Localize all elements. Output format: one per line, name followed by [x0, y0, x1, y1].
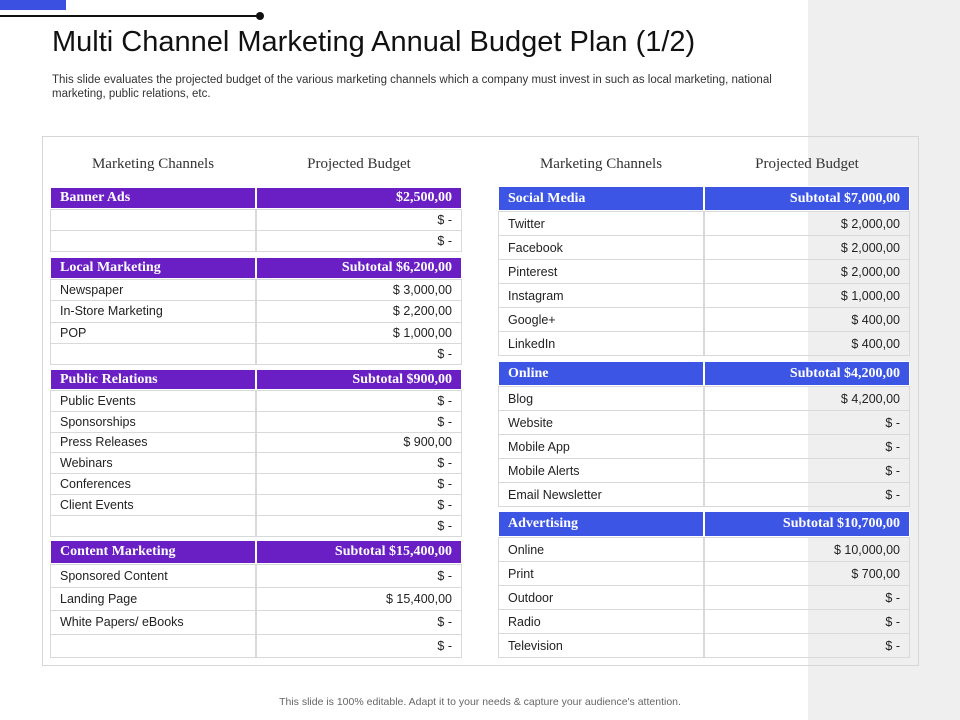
budget-cell: $ - — [256, 410, 462, 433]
budget-cell: $ - — [256, 494, 462, 516]
budget-cell: $ - — [256, 473, 462, 495]
channel-cell: Mobile Alerts — [498, 458, 704, 483]
channel-cell: Conferences — [50, 473, 256, 495]
channel-cell: Newspaper — [50, 279, 256, 302]
section-header: Banner Ads — [50, 187, 256, 209]
title: Multi Channel Marketing Annual Budget Pl… — [52, 26, 696, 58]
budget-cell: $ 700,00 — [704, 561, 910, 586]
budget-cell: $ - — [256, 209, 462, 231]
budget-cell: $ - — [256, 633, 462, 658]
channel-cell: Blog — [498, 386, 704, 411]
budget-cell: $ - — [256, 230, 462, 252]
section-header: Local Marketing — [50, 257, 256, 279]
channel-cell: Facebook — [498, 235, 704, 260]
channel-cell: Website — [498, 410, 704, 435]
channel-cell: Sponsored Content — [50, 564, 256, 589]
section-header: Subtotal $6,200,00 — [256, 257, 462, 279]
section-header: Social Media — [498, 186, 704, 211]
section-header: Subtotal $4,200,00 — [704, 361, 910, 386]
channel-cell: Radio — [498, 609, 704, 634]
budget-cell: $ - — [704, 633, 910, 658]
budget-cell: $ - — [704, 482, 910, 507]
section-header: Advertising — [498, 511, 704, 537]
column-header: Marketing Channels — [91, 156, 215, 172]
section-header: Public Relations — [50, 369, 256, 390]
column-header: Marketing Channels — [539, 156, 663, 172]
accent-line — [0, 15, 258, 17]
section-header: Content Marketing — [50, 540, 256, 564]
budget-cell: $ 2,000,00 — [704, 211, 910, 236]
channel-cell — [50, 209, 256, 231]
footer: This slide is 100% editable. Adapt it to… — [279, 696, 681, 708]
budget-cell: $ 2,000,00 — [704, 235, 910, 260]
budget-cell: $ - — [704, 434, 910, 459]
channel-cell: Press Releases — [50, 431, 256, 454]
budget-cell: $ 15,400,00 — [256, 587, 462, 612]
budget-cell: $ 400,00 — [704, 331, 910, 356]
section-header: $2,500,00 — [256, 187, 462, 209]
budget-cell: $ 2,200,00 — [256, 300, 462, 323]
budget-cell: $ 3,000,00 — [256, 279, 462, 302]
channel-cell: Email Newsletter — [498, 482, 704, 507]
column-header: Projected Budget — [755, 156, 859, 172]
channel-cell: Online — [498, 537, 704, 562]
accent-dot — [256, 12, 264, 20]
channel-cell: Public Events — [50, 390, 256, 412]
channel-cell: Landing Page — [50, 587, 256, 612]
budget-cell: $ 400,00 — [704, 307, 910, 332]
channel-cell: White Papers/ eBooks — [50, 610, 256, 635]
budget-cell: $ - — [704, 410, 910, 435]
budget-cell: $ 2,000,00 — [704, 259, 910, 284]
channel-cell: LinkedIn — [498, 331, 704, 356]
channel-cell — [50, 230, 256, 252]
section-header: Subtotal $15,400,00 — [256, 540, 462, 564]
side-band — [808, 0, 960, 720]
channel-cell: Webinars — [50, 452, 256, 475]
panel — [42, 136, 919, 666]
budget-cell: $ 1,000,00 — [256, 321, 462, 344]
budget-cell: $ - — [256, 452, 462, 475]
budget-cell: $ - — [256, 610, 462, 635]
column-header: Projected Budget — [307, 156, 411, 172]
budget-cell: $ 1,000,00 — [704, 283, 910, 308]
channel-cell — [50, 342, 256, 366]
channel-cell: Print — [498, 561, 704, 586]
channel-cell: Instagram — [498, 283, 704, 308]
channel-cell — [50, 633, 256, 658]
channel-cell: POP — [50, 321, 256, 344]
budget-cell: $ - — [704, 458, 910, 483]
channel-cell: Television — [498, 633, 704, 658]
channel-cell: Client Events — [50, 494, 256, 516]
channel-cell: Twitter — [498, 211, 704, 236]
channel-cell: Mobile App — [498, 434, 704, 459]
budget-cell: $ - — [256, 342, 462, 366]
section-header: Subtotal $7,000,00 — [704, 186, 910, 211]
budget-cell: $ - — [256, 514, 462, 537]
section-header: Online — [498, 361, 704, 386]
channel-cell: Outdoor — [498, 585, 704, 610]
budget-cell: $ 10,000,00 — [704, 537, 910, 562]
budget-cell: $ - — [256, 564, 462, 589]
budget-cell: $ 4,200,00 — [704, 386, 910, 411]
budget-cell: $ - — [256, 390, 462, 412]
subtitle: This slide evaluates the projected budge… — [52, 74, 772, 100]
budget-cell: $ - — [704, 609, 910, 634]
accent-tab — [0, 0, 66, 10]
channel-cell: In-Store Marketing — [50, 300, 256, 323]
section-header: Subtotal $10,700,00 — [704, 511, 910, 537]
channel-cell: Sponsorships — [50, 410, 256, 433]
budget-cell: $ - — [704, 585, 910, 610]
section-header: Subtotal $900,00 — [256, 369, 462, 390]
channel-cell: Google+ — [498, 307, 704, 332]
channel-cell — [50, 514, 256, 537]
budget-cell: $ 900,00 — [256, 431, 462, 454]
channel-cell: Pinterest — [498, 259, 704, 284]
